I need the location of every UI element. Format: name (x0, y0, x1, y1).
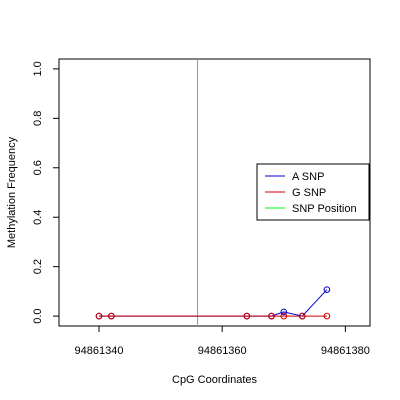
a-snp-line (99, 289, 328, 317)
x-tick-label: 94861380 (321, 345, 370, 357)
x-tick-label: 94861360 (198, 345, 247, 357)
y-tick-label: 1.0 (32, 61, 44, 76)
x-axis-title: CpG Coordinates (172, 374, 257, 386)
y-axis-title: Methylation Frequency (6, 136, 18, 248)
g-snp-point (323, 312, 331, 320)
g-snp-point (280, 312, 288, 320)
y-tick-label: 0.0 (32, 308, 44, 323)
g-snp-point (243, 312, 251, 320)
x-tick-label: 94861340 (75, 345, 124, 357)
y-tick-label: 0.8 (32, 111, 44, 126)
legend-label-a-snp: A SNP (292, 171, 324, 183)
legend: A SNP G SNP SNP Position (256, 163, 370, 221)
a-snp-point (323, 286, 331, 293)
plot-frame (58, 58, 371, 327)
y-axis: 0.0 0.2 0.4 0.6 0.8 1.0 (32, 61, 59, 324)
g-snp-point (298, 312, 306, 320)
y-tick-label: 0.4 (32, 210, 44, 225)
g-snp-point (108, 312, 115, 320)
g-snp-point (268, 312, 275, 320)
g-snp-point (95, 312, 103, 320)
a-snp-point (280, 308, 288, 316)
legend-label-snp-position: SNP Position (292, 203, 357, 215)
y-tick-label: 0.2 (32, 259, 44, 274)
x-axis: 94861340 94861360 94861380 (75, 326, 370, 357)
legend-label-g-snp: G SNP (292, 187, 326, 199)
y-tick-label: 0.6 (32, 160, 44, 175)
series-layer (95, 286, 331, 320)
